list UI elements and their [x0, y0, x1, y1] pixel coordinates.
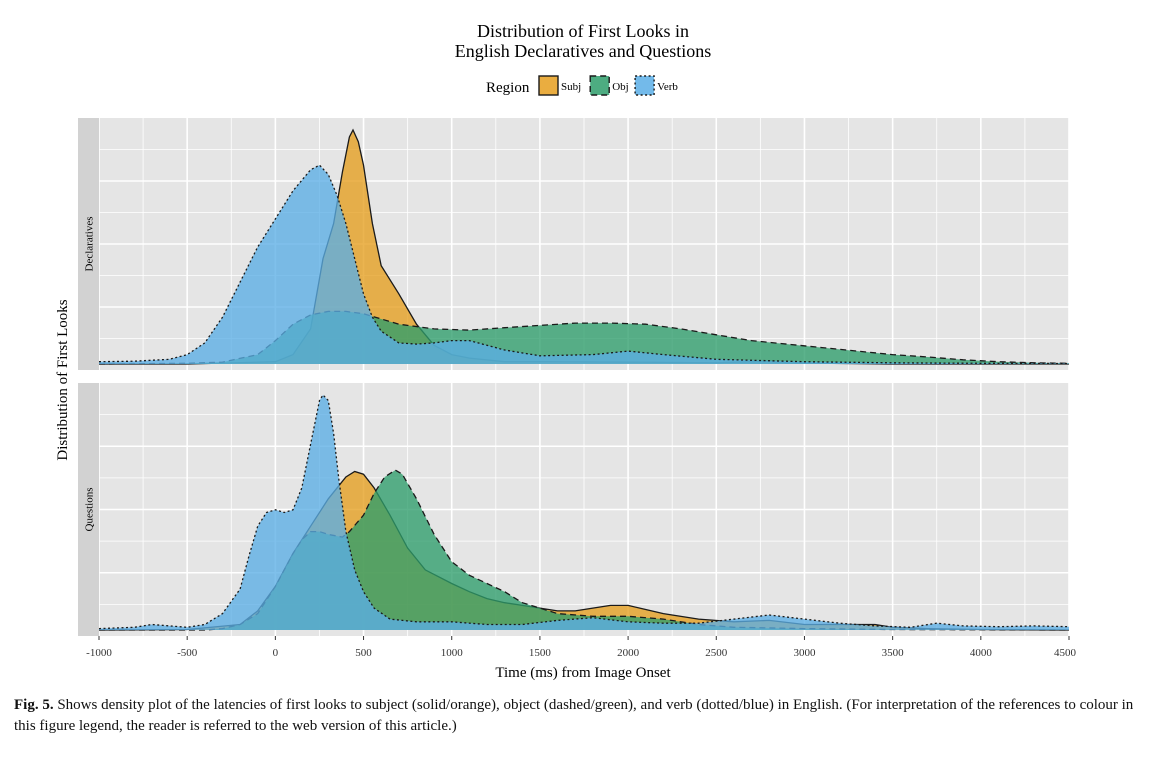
density-line-verb — [99, 164, 1069, 365]
x-tick-label: 3000 — [793, 647, 816, 659]
legend-entry-obj: Obj — [589, 75, 629, 96]
density-series-verb — [99, 164, 1069, 365]
x-tick-label: 500 — [355, 647, 372, 659]
panel-questions: Questions — [78, 383, 1070, 636]
density-chart: Distribution of First Looks in English D… — [55, 21, 1077, 681]
legend: Region Subj Obj Verb — [486, 75, 678, 96]
legend-swatch-obj — [589, 75, 610, 96]
x-tick-label: 4500 — [1054, 647, 1077, 659]
facet-label: Declaratives — [84, 217, 96, 272]
legend-label-obj: Obj — [612, 81, 629, 93]
y-axis-label: Distribution of First Looks — [55, 299, 71, 460]
legend-entry-verb: Verb — [634, 75, 678, 96]
density-series-verb — [99, 393, 1069, 630]
x-tick-label: 1000 — [441, 647, 464, 659]
x-tick-label: 4000 — [970, 647, 993, 659]
density-line-verb — [99, 393, 1069, 630]
chart-title-line-1: Distribution of First Looks in — [477, 21, 689, 41]
legend-title: Region — [486, 80, 530, 96]
facet-label: Questions — [84, 488, 96, 532]
x-tick-label: -1000 — [86, 647, 112, 659]
chart-title-line-2: English Declaratives and Questions — [455, 41, 711, 61]
caption-text: Shows density plot of the latencies of f… — [14, 697, 1134, 734]
facet-strip — [78, 118, 99, 370]
legend-label-subj: Subj — [561, 81, 581, 93]
density-area-verb — [99, 395, 1069, 630]
panel-declaratives: Declaratives — [78, 118, 1070, 370]
facet-strip — [78, 383, 99, 636]
density-area-verb — [99, 165, 1069, 364]
x-tick-label: 3500 — [882, 647, 905, 659]
figure-caption: Fig. 5. Shows density plot of the latenc… — [14, 695, 1144, 737]
legend-swatch-verb — [634, 75, 655, 96]
legend-entry-subj: Subj — [538, 75, 581, 96]
x-tick-label: 1500 — [529, 647, 552, 659]
legend-label-verb: Verb — [657, 81, 678, 93]
caption-label: Fig. 5. — [14, 697, 54, 713]
x-tick-label: -500 — [177, 647, 198, 659]
x-tick-label: 2500 — [705, 647, 728, 659]
x-tick-label: 0 — [273, 647, 279, 659]
x-tick-label: 2000 — [617, 647, 640, 659]
legend-swatch-subj — [538, 75, 559, 96]
x-axis-label: Time (ms) from Image Onset — [495, 665, 671, 681]
